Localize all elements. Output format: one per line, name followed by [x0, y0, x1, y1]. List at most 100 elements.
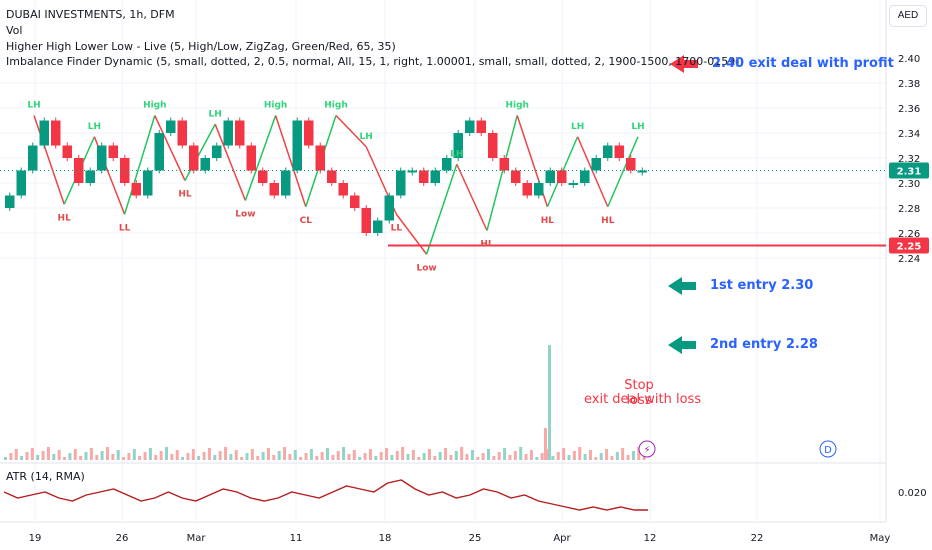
- candle-body: [212, 145, 222, 158]
- volume-bar: [148, 448, 152, 460]
- atr-tick-label: 0.020: [898, 488, 927, 499]
- price-badge: [889, 162, 929, 179]
- candle-body: [534, 183, 544, 196]
- price-tick-label: 2.32: [898, 154, 920, 165]
- volume-bar: [127, 453, 131, 460]
- volume-bar: [57, 450, 61, 460]
- candle-body: [258, 170, 268, 183]
- annotation-stop-loss: Stop loss: [624, 378, 654, 408]
- candle-body: [338, 183, 348, 196]
- swing-label: LH: [450, 149, 463, 159]
- arrow-left-icon: [668, 277, 696, 295]
- volume-bar: [508, 455, 512, 460]
- volume-bar: [84, 452, 88, 460]
- volume-bar: [481, 453, 485, 460]
- time-tick-label: Mar: [187, 533, 207, 544]
- indicator-hhll-legend: Higher High Lower Low - Live (5, High/Lo…: [6, 40, 396, 53]
- volume-bar: [487, 449, 490, 460]
- swing-label: High: [143, 101, 166, 111]
- volume-bar: [234, 450, 238, 460]
- volume-bar: [299, 457, 303, 460]
- candlesticks: [5, 117, 647, 236]
- volume-bar: [476, 457, 480, 460]
- zigzag-segment: [33, 115, 65, 205]
- zigzag-segment: [274, 115, 307, 207]
- volume-bar: [374, 456, 378, 460]
- volume-bar: [417, 457, 421, 460]
- volume-bar: [283, 447, 287, 460]
- volume-bar: [578, 447, 582, 460]
- candle-body: [327, 170, 337, 183]
- volume-bar: [95, 455, 99, 460]
- volume-bar: [288, 454, 292, 460]
- candle-body: [591, 158, 601, 171]
- swing-label: CL: [300, 216, 313, 226]
- volume-bar: [224, 447, 228, 460]
- volume-bar: [454, 451, 458, 460]
- volume-bar: [111, 454, 115, 460]
- currency-button[interactable]: AED: [889, 5, 927, 27]
- candle-body: [373, 220, 383, 233]
- volume-bar: [422, 453, 426, 460]
- volume-bar: [605, 449, 609, 460]
- candle-body: [28, 145, 38, 171]
- volume-bar: [218, 451, 222, 460]
- volume-bar: [293, 450, 297, 460]
- dividend-icon-glyph: D: [824, 445, 832, 456]
- price-tick-label: 2.26: [898, 229, 920, 240]
- zigzag-segment: [154, 115, 186, 181]
- volume-bar: [277, 451, 281, 460]
- time-tick-label: 18: [379, 533, 392, 544]
- volume-bar: [513, 451, 517, 460]
- volume-bar: [572, 451, 576, 460]
- swing-label: High: [505, 101, 528, 111]
- volume-bar: [68, 453, 72, 460]
- annotation-profit: 2.40 exit deal with profit: [712, 56, 894, 71]
- candle-body: [189, 145, 199, 171]
- volume-bar: [411, 450, 415, 460]
- volume-bar: [165, 447, 168, 460]
- candle-body: [246, 145, 256, 171]
- candle-body: [419, 170, 429, 183]
- volume-bar: [631, 451, 635, 460]
- candle-body: [304, 120, 314, 146]
- volume-bar: [401, 447, 405, 460]
- candle-body: [200, 158, 210, 171]
- volume-bar: [143, 452, 147, 460]
- zigzag-segment: [184, 123, 216, 181]
- volume-bar: [503, 448, 507, 460]
- candle-body: [384, 195, 394, 221]
- volume-bar: [562, 448, 566, 460]
- volume-bar: [385, 448, 389, 460]
- volume-bar: [540, 453, 544, 460]
- volume-bar: [546, 449, 550, 460]
- candle-body: [97, 145, 107, 171]
- candle-body: [85, 170, 95, 183]
- volume-bar: [138, 456, 142, 460]
- arrow-left-icon: [668, 336, 696, 354]
- candle-body: [5, 195, 15, 208]
- volume-bar: [535, 457, 539, 460]
- zigzag-segment: [607, 136, 639, 208]
- annotation-exit-loss: exit deal with loss: [584, 392, 702, 407]
- candle-body: [637, 170, 647, 173]
- volume-bar: [594, 457, 598, 460]
- volume-bar: [175, 450, 179, 460]
- time-tick-label: 11: [290, 533, 303, 544]
- symbol-title: DUBAI INVESTMENTS, 1h, DFM: [6, 8, 175, 21]
- candle-body: [568, 183, 578, 185]
- volume-bar: [100, 451, 104, 460]
- candle-body: [545, 170, 555, 183]
- volume-bar: [186, 453, 190, 460]
- swing-label: HL: [480, 240, 494, 250]
- volume-bar: [266, 448, 270, 460]
- candle-body: [453, 133, 463, 158]
- candle-body: [557, 170, 567, 183]
- volume-bar: [154, 455, 158, 460]
- candle-body: [223, 120, 233, 146]
- volume-bar: [433, 456, 437, 460]
- volume-bar: [36, 455, 40, 460]
- volume-bar-spike: [544, 428, 547, 460]
- lightning-icon-glyph: ⚡: [643, 445, 650, 456]
